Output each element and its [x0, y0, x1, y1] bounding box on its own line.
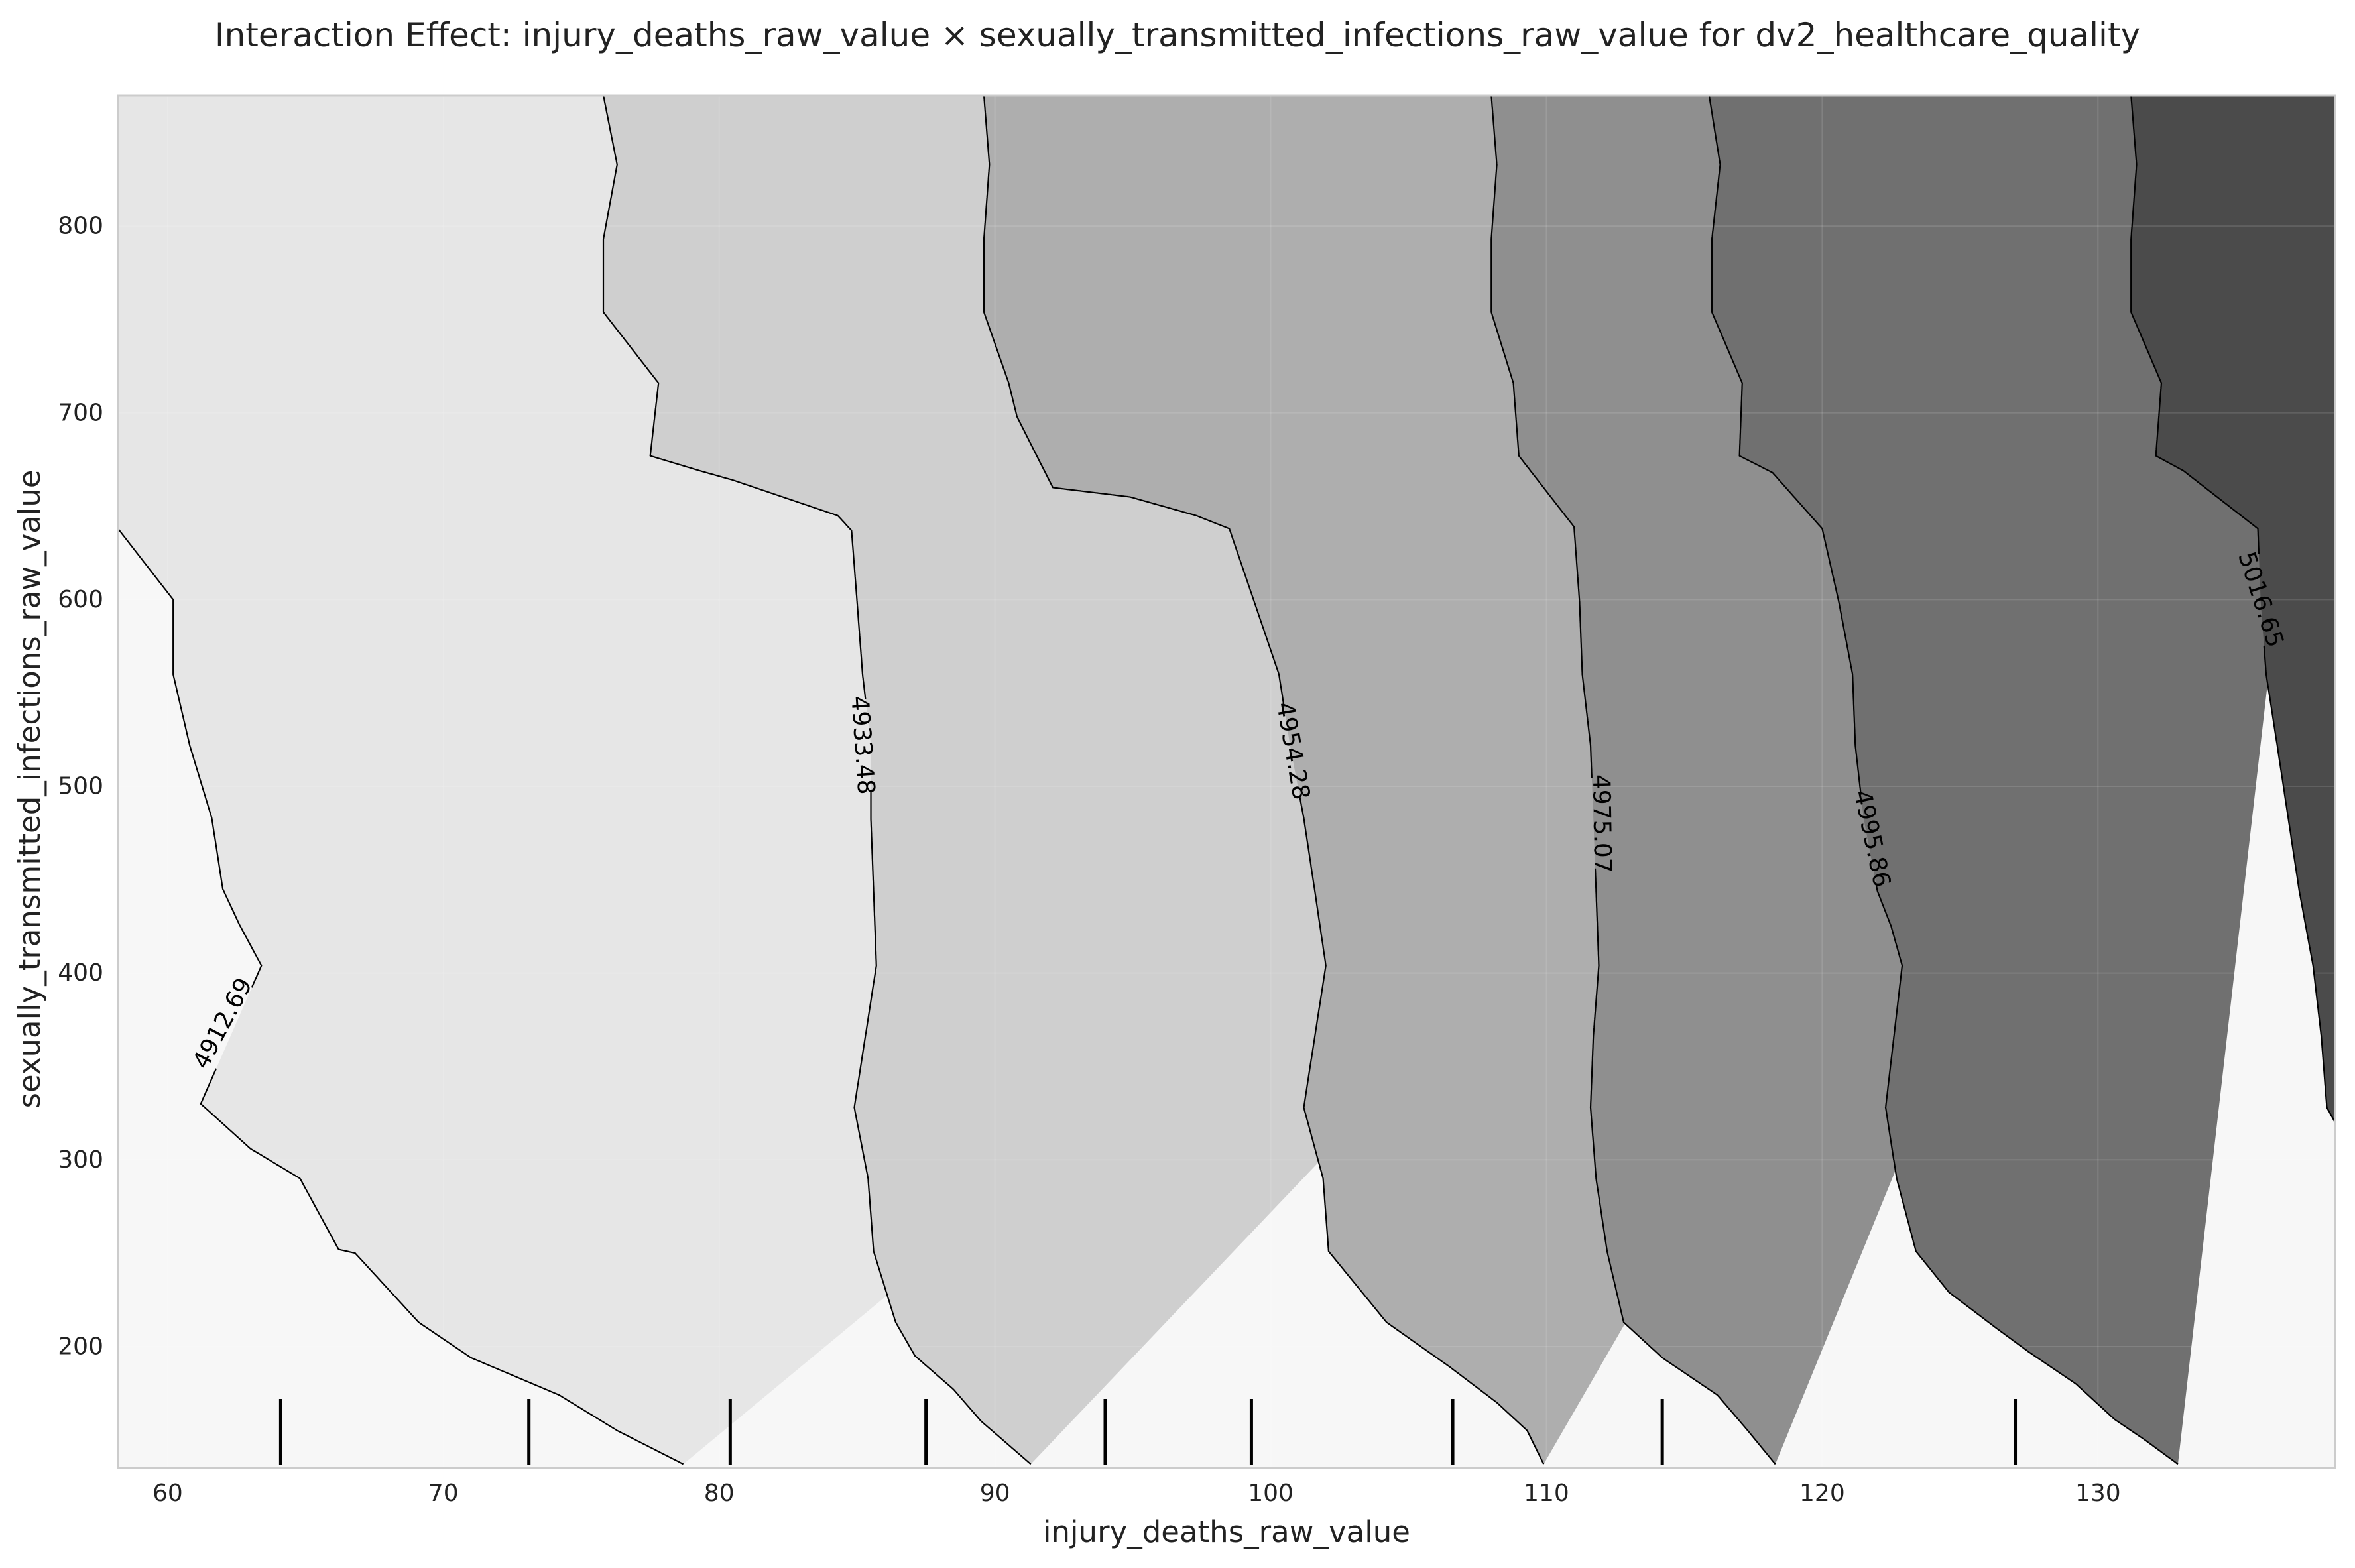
contour-line: [117, 528, 263, 988]
y-tick-label: 300: [58, 1146, 103, 1174]
x-tick-label: 70: [428, 1480, 459, 1507]
x-tick-label: 130: [2075, 1480, 2121, 1507]
x-axis-label: injury_deaths_raw_value: [1043, 1514, 1410, 1549]
chart-title: Interaction Effect: injury_deaths_raw_va…: [215, 16, 2140, 54]
contour-line: [1875, 884, 2179, 1465]
contour-label: 4975.07: [1587, 774, 1616, 874]
y-tick-label: 700: [58, 399, 103, 426]
x-tick-label: 100: [1248, 1480, 1294, 1507]
plot-frame: [117, 94, 2336, 1469]
x-tick-label: 120: [1799, 1480, 1845, 1507]
contour-line: [1708, 95, 1862, 795]
contour-line: [853, 790, 1032, 1465]
contour-line: [1589, 868, 1776, 1465]
contour-line: [2263, 645, 2336, 1123]
contour-fill-6: [2131, 95, 2335, 1122]
contour-line: [1490, 95, 1593, 779]
contour-line: [200, 1068, 684, 1465]
x-tick-label: 90: [980, 1480, 1010, 1507]
y-tick-label: 600: [58, 586, 103, 613]
y-tick-label: 400: [58, 959, 103, 987]
x-tick-label: 60: [152, 1480, 183, 1507]
y-axis-label: sexually_transmitted_infections_raw_valu…: [12, 470, 47, 1109]
contour-line: [1299, 796, 1545, 1465]
y-tick-label: 200: [58, 1333, 103, 1360]
y-tick-label: 500: [58, 773, 103, 800]
y-tick-label: 800: [58, 213, 103, 240]
contour-line: [602, 95, 867, 699]
x-tick-label: 80: [704, 1480, 735, 1507]
x-tick-label: 110: [1524, 1480, 1569, 1507]
contour-line: [2130, 95, 2260, 554]
contour-line: [983, 95, 1285, 707]
